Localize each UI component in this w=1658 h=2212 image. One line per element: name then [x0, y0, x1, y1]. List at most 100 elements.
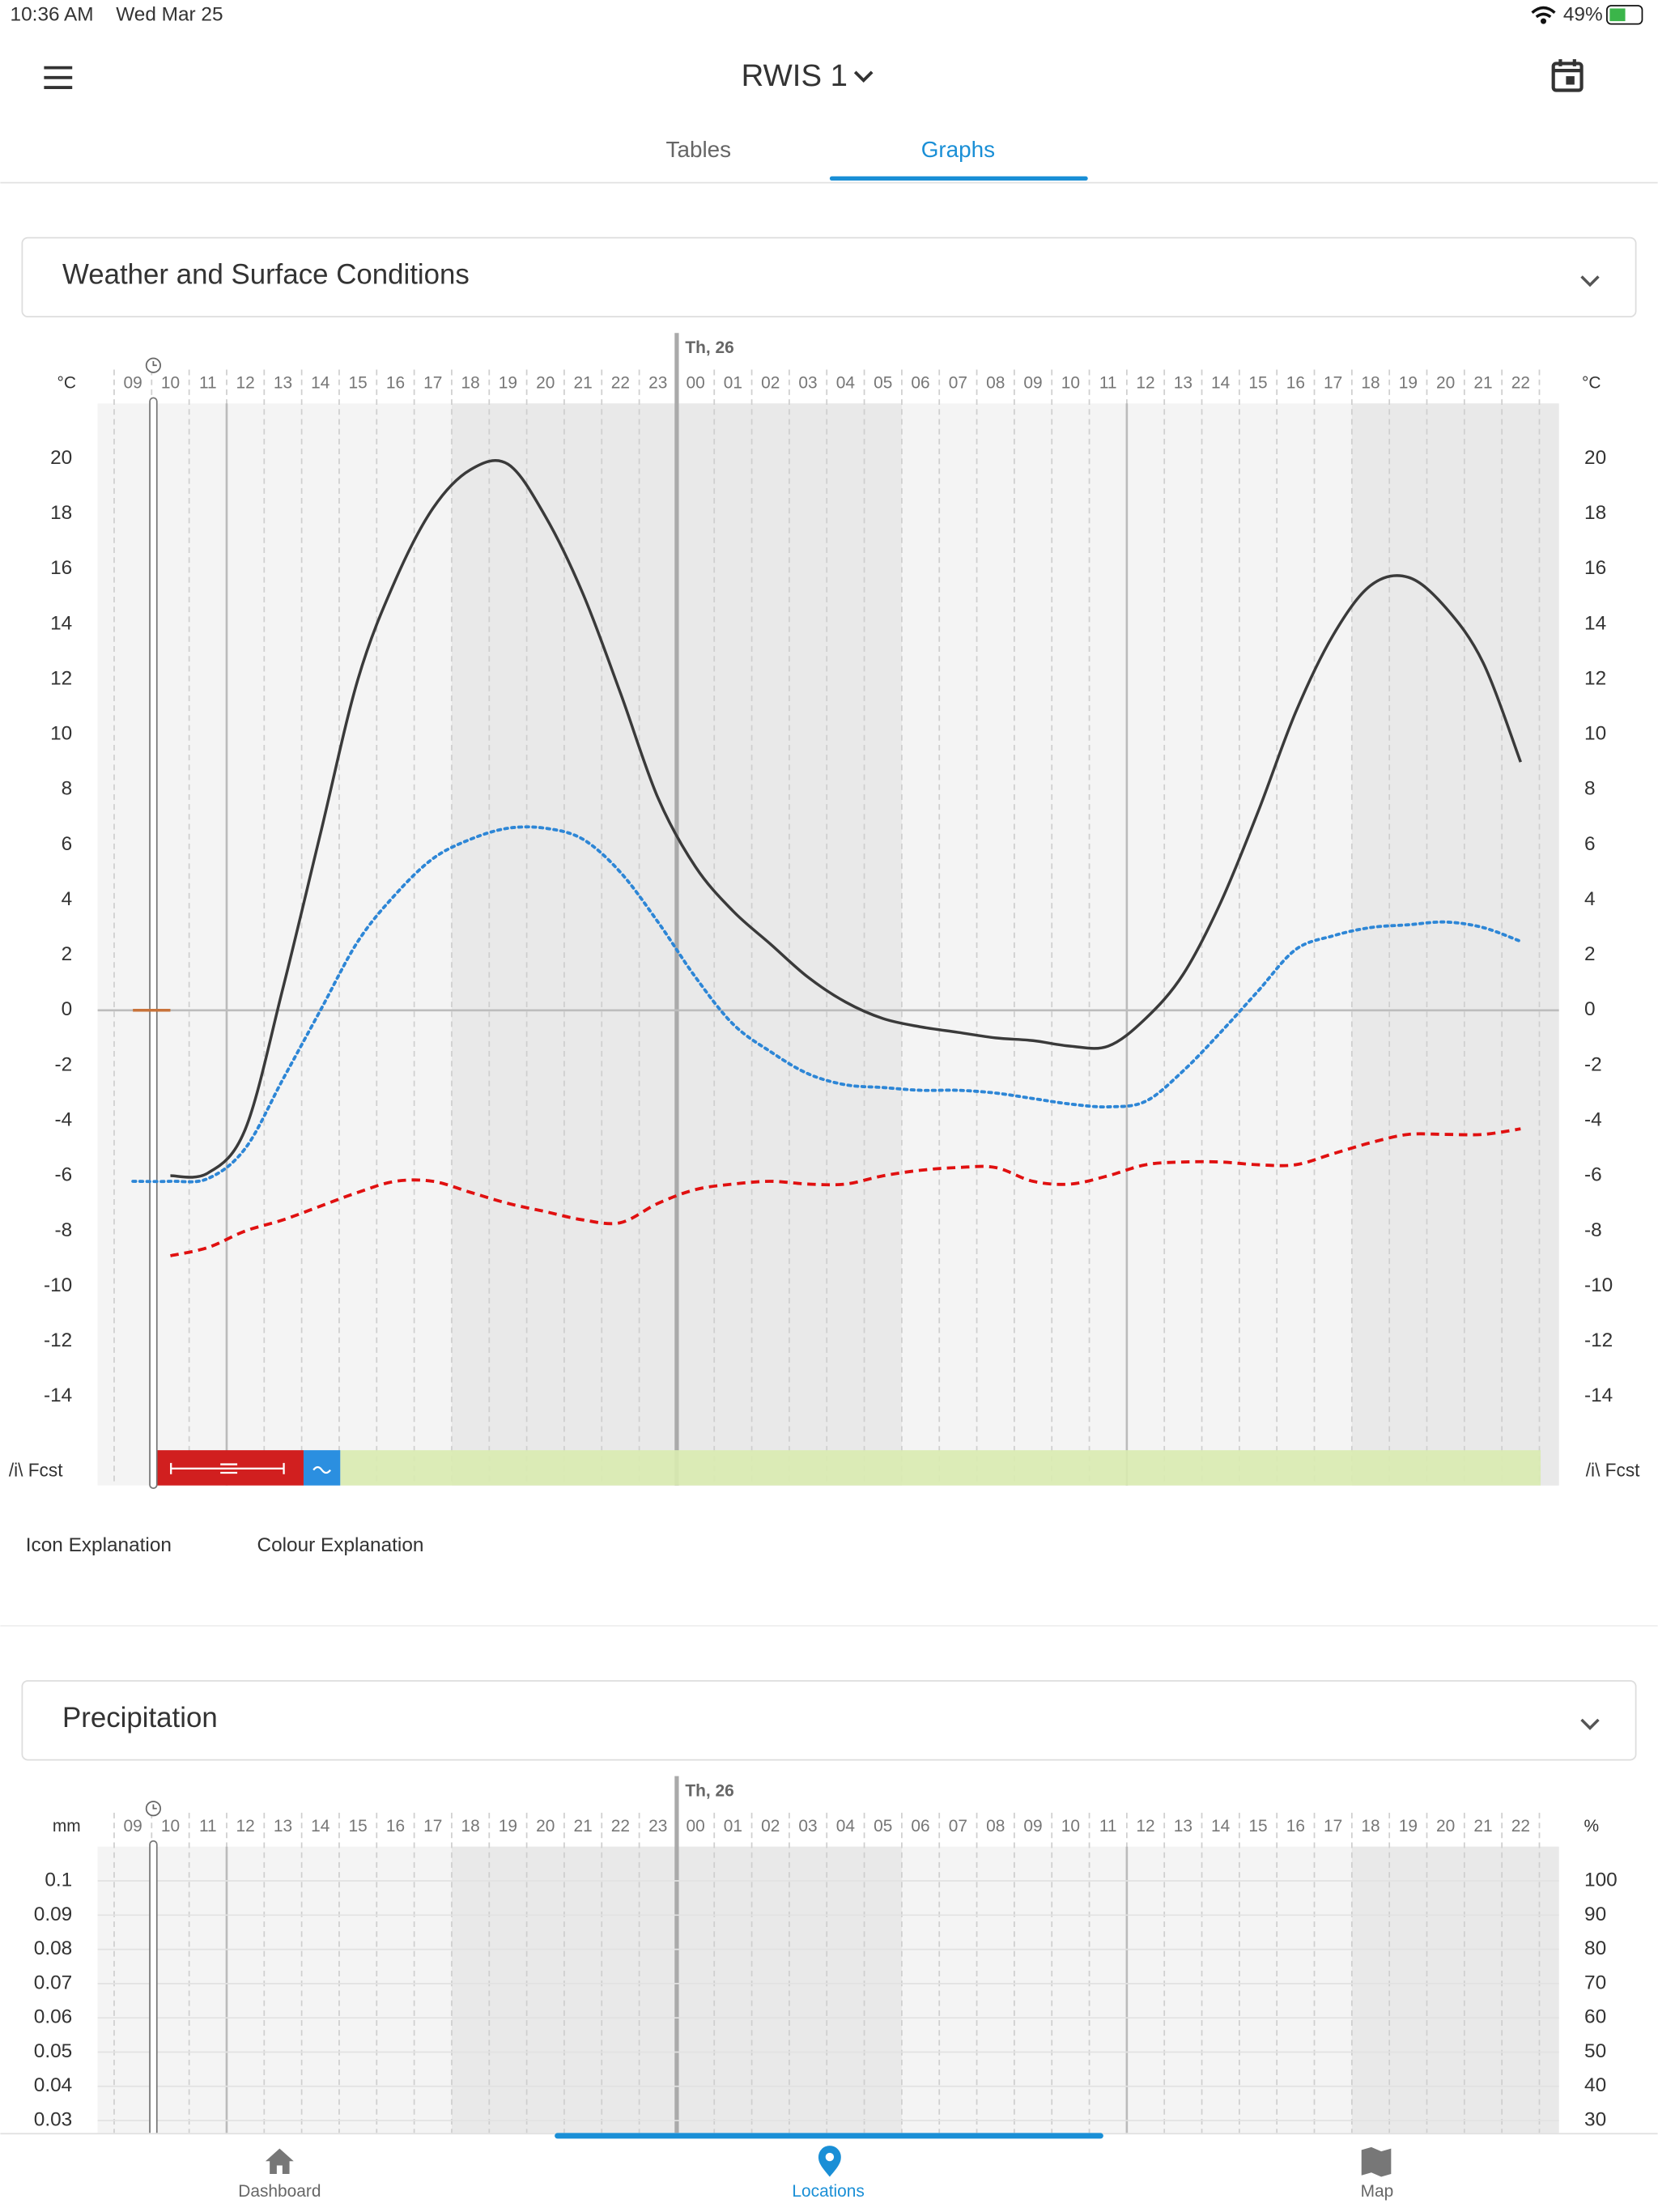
y2-tick-label: 6 [1584, 833, 1596, 855]
hour-label: 16 [386, 1817, 405, 1836]
link[interactable]: Colour Explanation [257, 1534, 423, 1556]
hour-label: 17 [1324, 373, 1342, 392]
hour-label: 22 [611, 373, 630, 392]
hour-label: 15 [1248, 373, 1267, 392]
y-unit: °C [57, 373, 76, 392]
y-tick-label: 16 [50, 557, 72, 579]
hour-label: 05 [874, 1817, 892, 1836]
hour-label: 05 [874, 373, 892, 392]
status-date: Wed Mar 25 [116, 4, 223, 26]
condition-icon [170, 1462, 331, 1474]
y-tick-label: 0.07 [34, 1972, 72, 1993]
y2-tick-label: 100 [1584, 1869, 1618, 1891]
y-tick-label: 4 [62, 888, 73, 910]
y-tick-label: 0.09 [34, 1904, 72, 1925]
day-label: Th, 26 [685, 338, 733, 357]
y-tick-label: 6 [62, 833, 73, 855]
map-icon[interactable] [1361, 2146, 1392, 2177]
y-tick-label: 0.06 [34, 2006, 72, 2028]
y2-tick-label: 12 [1584, 667, 1606, 689]
hour-label: 08 [986, 1817, 1005, 1836]
hour-label: 11 [1099, 1817, 1117, 1836]
section-card[interactable] [21, 1680, 1637, 1761]
hour-label: 07 [949, 1817, 967, 1836]
y2-tick-label: 14 [1584, 612, 1606, 634]
hour-label: 13 [274, 373, 292, 392]
hour-label: 04 [836, 1817, 855, 1836]
home-icon[interactable] [265, 2148, 294, 2174]
wifi-dot [1541, 18, 1546, 24]
y-tick-label: 0.08 [34, 1938, 72, 1959]
y-tick-label: 0.04 [34, 2074, 72, 2096]
nav-label[interactable]: Dashboard [238, 2182, 321, 2201]
pin-dot [825, 2152, 835, 2162]
hour-label: 01 [724, 1817, 742, 1836]
hour-label: 21 [573, 373, 592, 392]
hour-label: 18 [1361, 373, 1380, 392]
hour-label: 21 [1473, 373, 1492, 392]
hour-label: 22 [1511, 373, 1530, 392]
hour-label: 09 [1023, 373, 1042, 392]
hour-label: 17 [423, 373, 442, 392]
condition-strip [303, 1450, 341, 1486]
calendar-icon[interactable] [1551, 59, 1584, 92]
link[interactable]: Icon Explanation [26, 1534, 172, 1556]
y2-tick-label: 40 [1584, 2074, 1606, 2096]
hour-label: 19 [499, 1817, 517, 1836]
header-title[interactable]: RWIS 1 [742, 58, 848, 93]
series-line [131, 825, 1523, 1184]
section-card[interactable] [21, 236, 1637, 318]
y2-unit: °C [1582, 373, 1601, 392]
hour-label: 03 [798, 1817, 817, 1836]
wifi-icon [1531, 6, 1556, 19]
y-tick-label: 0 [62, 998, 73, 1020]
y2-tick-label: -14 [1584, 1385, 1613, 1406]
tab-active[interactable]: Graphs [921, 137, 995, 162]
y2-tick-label: -2 [1584, 1053, 1602, 1075]
y-tick-label: 8 [62, 778, 73, 800]
y2-tick-label: 4 [1584, 888, 1596, 910]
hour-label: 21 [573, 1817, 592, 1836]
hour-label: 19 [1399, 1817, 1418, 1836]
nav-label[interactable]: Map [1361, 2182, 1394, 2201]
hour-label: 20 [1436, 1817, 1455, 1836]
hour-label: 17 [423, 1817, 442, 1836]
y-tick-label: 20 [50, 447, 72, 469]
tab-indicator [829, 176, 1088, 181]
section-chevron[interactable] [1580, 1718, 1600, 1730]
y-tick-label: 0.03 [34, 2109, 72, 2131]
y2-tick-label: -8 [1584, 1219, 1602, 1241]
condition-strip [340, 1450, 1541, 1486]
hour-label: 18 [1361, 1817, 1380, 1836]
hour-label: 12 [1136, 1817, 1154, 1836]
hour-label: 16 [1286, 1817, 1305, 1836]
series-line [170, 459, 1522, 1179]
hour-label: 14 [311, 1817, 329, 1836]
y2-tick-label: 18 [1584, 502, 1606, 524]
day-label: Th, 26 [685, 1781, 733, 1800]
title-chevron[interactable] [853, 70, 874, 83]
hour-label: 06 [911, 1817, 929, 1836]
y-unit: mm [53, 1817, 81, 1836]
battery-level [1609, 8, 1626, 22]
y-tick-label: -8 [55, 1219, 73, 1241]
nav-label-active[interactable]: Locations [792, 2182, 864, 2201]
status-battery: 49% [1563, 4, 1603, 26]
hour-label: 00 [686, 373, 704, 392]
night-shade [1351, 403, 1559, 1486]
section-chevron[interactable] [1580, 275, 1600, 287]
hour-label: 15 [349, 373, 368, 392]
y2-tick-label: 90 [1584, 1904, 1606, 1925]
hour-label: 13 [1174, 1817, 1192, 1836]
y2-tick-label: 20 [1584, 447, 1606, 469]
hour-label: 20 [536, 1817, 555, 1836]
menu-icon[interactable] [44, 66, 73, 89]
y2-tick-label: -6 [1584, 1164, 1602, 1186]
y2-tick-label: 16 [1584, 557, 1606, 579]
y2-tick-label: 70 [1584, 1972, 1606, 1993]
tab[interactable]: Tables [666, 137, 732, 162]
hour-label: 16 [1286, 373, 1305, 392]
